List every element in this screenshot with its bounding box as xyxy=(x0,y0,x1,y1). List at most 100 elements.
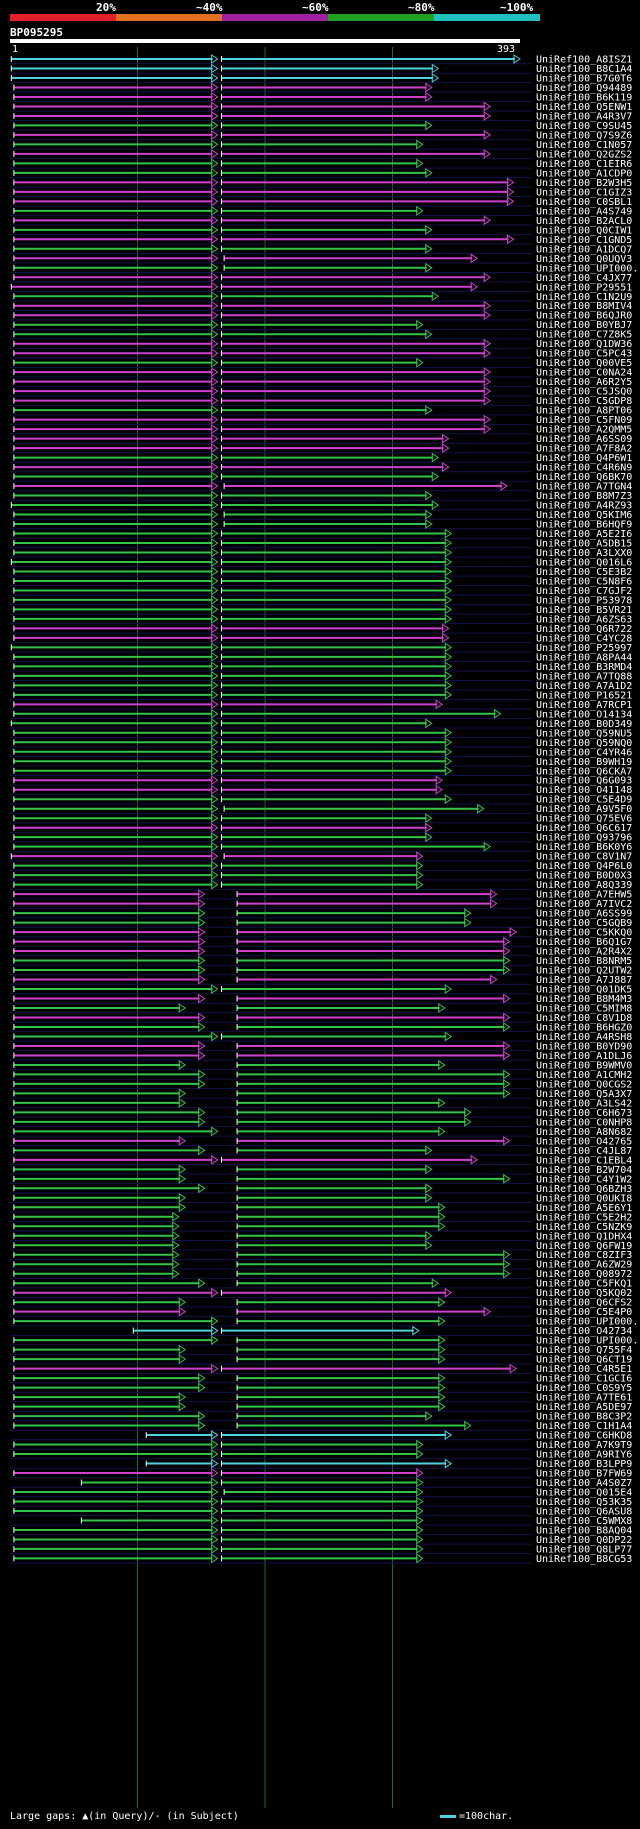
hit-arrowhead xyxy=(198,1278,206,1289)
hit-label: UniRef100_A6ZS63 xyxy=(536,614,632,625)
hit-arrowhead xyxy=(178,1392,187,1403)
hit-arrowhead xyxy=(211,253,219,264)
hit-arrowhead xyxy=(503,993,511,1004)
hit-label: UniRef100_Q6CFS2 xyxy=(536,1298,632,1309)
hit-arrowhead xyxy=(444,670,453,681)
hit-arrowhead xyxy=(444,756,453,767)
hit-label: UniRef100_C4R5E1 xyxy=(536,1364,632,1375)
hit-arrowhead xyxy=(412,1325,420,1336)
scale-bar-40 xyxy=(116,14,222,21)
hit-arrowhead xyxy=(503,1050,511,1061)
hit-label: UniRef100_B8M7Z3 xyxy=(536,491,632,502)
hit-arrowhead xyxy=(198,1116,206,1127)
hit-arrowhead xyxy=(444,1287,453,1298)
hit-label: UniRef100_O42734 xyxy=(536,1326,632,1337)
hit-label: UniRef100_O14134 xyxy=(536,709,632,720)
hit-arrowhead xyxy=(211,670,219,681)
hit-label: UniRef100_A8PA44 xyxy=(536,652,632,663)
scale-legend-label: =100char. xyxy=(459,1811,514,1822)
hit-arrowhead xyxy=(211,196,219,207)
hit-arrowhead xyxy=(425,82,433,93)
hit-arrowhead xyxy=(211,737,219,748)
hit-label: UniRef100_Q755F4 xyxy=(536,1345,632,1356)
hit-arrowhead xyxy=(490,974,498,985)
hit-arrowhead xyxy=(416,1477,424,1488)
hit-arrowhead xyxy=(435,699,444,710)
hit-arrowhead xyxy=(211,281,219,292)
scale-legend: =100char. xyxy=(440,1811,513,1822)
hit-arrowhead xyxy=(211,481,219,491)
hit-arrowhead xyxy=(198,1145,206,1156)
hit-label: UniRef100_C5KKQ0 xyxy=(536,928,632,939)
scale-label-20: 20% xyxy=(96,1,116,14)
hit-arrowhead xyxy=(444,642,453,653)
hit-arrowhead xyxy=(198,993,206,1004)
scale-label-100: ~100% xyxy=(500,1,534,14)
hit-arrowhead xyxy=(444,661,453,672)
hit-arrowhead xyxy=(425,490,433,501)
hit-arrowhead xyxy=(211,576,219,586)
hit-label: UniRef100_Q2UTW2 xyxy=(536,966,632,977)
hit-arrowhead xyxy=(211,557,219,567)
hit-arrowhead xyxy=(503,1173,511,1184)
hit-label: UniRef100_Q1DHX4 xyxy=(536,1231,632,1242)
hit-arrowhead xyxy=(198,955,206,966)
hit-label: UniRef100_UPI000... xyxy=(536,1317,640,1328)
hit-arrowhead xyxy=(444,613,453,624)
hit-arrowhead xyxy=(211,158,219,169)
hit-arrowhead xyxy=(490,889,498,900)
hit-arrowhead xyxy=(172,1221,180,1232)
hit-arrowhead xyxy=(211,1458,219,1469)
scale-bar-20 xyxy=(10,14,116,21)
hit-arrowhead xyxy=(211,215,219,226)
hit-label: UniRef100_Q015E4 xyxy=(536,1487,632,1498)
hit-arrowhead xyxy=(503,936,511,947)
hit-arrowhead xyxy=(444,651,453,662)
hit-arrowhead xyxy=(178,1173,187,1184)
hit-arrowhead xyxy=(444,794,453,805)
hit-arrowhead xyxy=(211,1325,219,1336)
hit-arrowhead xyxy=(503,965,511,975)
hit-arrowhead xyxy=(211,746,219,757)
hit-arrowhead xyxy=(438,1297,446,1308)
hit-label: UniRef100_Q6G093 xyxy=(536,776,632,787)
hit-arrowhead xyxy=(211,500,219,510)
hit-arrowhead xyxy=(470,281,479,292)
hit-arrowhead xyxy=(416,1439,424,1450)
hit-arrowhead xyxy=(198,898,206,909)
hit-label: UniRef100_A4RZ93 xyxy=(536,501,632,512)
hit-label: UniRef100_C5E3B2 xyxy=(536,567,632,578)
hit-label: UniRef100_Q6C617 xyxy=(536,823,632,834)
hit-arrowhead xyxy=(198,1420,206,1431)
hit-arrowhead xyxy=(444,1458,453,1469)
hit-arrowhead xyxy=(211,822,219,833)
hit-arrowhead xyxy=(198,936,206,947)
hit-label: UniRef100_A8PT06 xyxy=(536,406,632,417)
hit-arrowhead xyxy=(442,443,450,454)
hit-arrowhead xyxy=(438,1344,446,1355)
hit-arrowhead xyxy=(172,1230,180,1241)
hit-label: UniRef100_A5E2I6 xyxy=(536,529,632,540)
hit-label: UniRef100_A7J887 xyxy=(536,975,632,986)
scale-bar-100 xyxy=(434,14,540,21)
hit-arrowhead xyxy=(211,1430,219,1440)
hit-label: UniRef100_Q00VE5 xyxy=(536,358,632,369)
hit-arrowhead xyxy=(444,538,453,548)
hit-arrowhead xyxy=(198,1382,206,1393)
hit-arrowhead xyxy=(211,120,219,131)
hit-label: UniRef100_A5DE97 xyxy=(536,1402,632,1413)
hit-label: UniRef100_C0SBL1 xyxy=(536,197,632,208)
hit-arrowhead xyxy=(483,300,492,311)
hit-label: UniRef100_A6SS09 xyxy=(536,434,632,445)
hit-arrowhead xyxy=(494,708,502,719)
hit-label: UniRef100_A5DB15 xyxy=(536,538,632,549)
hit-arrowhead xyxy=(425,405,433,416)
hit-label: UniRef100_Q6CT19 xyxy=(536,1355,632,1366)
hit-arrowhead xyxy=(425,813,433,824)
scale-bar-60 xyxy=(222,14,328,21)
hit-label: UniRef100_C7Z8K5 xyxy=(536,330,632,341)
hit-arrowhead xyxy=(425,519,433,529)
hit-arrowhead xyxy=(442,462,450,473)
hit-arrowhead xyxy=(431,452,440,463)
hit-arrowhead xyxy=(416,357,424,368)
